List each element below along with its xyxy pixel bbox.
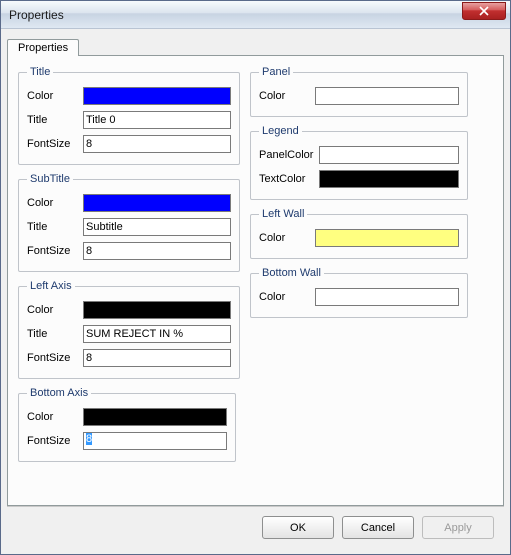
leftaxis-color-label: Color [27, 304, 83, 316]
group-bottomwall-legend: Bottom Wall [259, 267, 324, 279]
subtitle-title-label: Title [27, 221, 83, 233]
group-bottomaxis-legend: Bottom Axis [27, 387, 91, 399]
group-leftwall: Left Wall Color [250, 208, 468, 259]
group-bottomwall: Bottom Wall Color [250, 267, 468, 318]
leftaxis-title-input[interactable] [83, 325, 231, 343]
ok-button[interactable]: OK [262, 516, 334, 539]
subtitle-color-swatch[interactable] [83, 194, 231, 212]
title-title-label: Title [27, 114, 83, 126]
group-panel-legend: Panel [259, 66, 293, 78]
group-leftaxis-legend: Left Axis [27, 280, 75, 292]
subtitle-fontsize-label: FontSize [27, 245, 83, 257]
bottomwall-color-label: Color [259, 291, 315, 303]
dialog-footer: OK Cancel Apply [7, 506, 504, 548]
group-panel: Panel Color [250, 66, 468, 117]
tab-properties[interactable]: Properties [7, 39, 79, 56]
subtitle-color-label: Color [27, 197, 83, 209]
apply-button[interactable]: Apply [422, 516, 494, 539]
legend-textcolor-swatch[interactable] [319, 170, 459, 188]
leftaxis-fontsize-input[interactable] [83, 349, 231, 367]
panel-color-label: Color [259, 90, 315, 102]
titlebar[interactable]: Properties [1, 1, 510, 29]
leftwall-color-swatch[interactable] [315, 229, 459, 247]
title-color-label: Color [27, 90, 83, 102]
tabstrip: Properties [7, 35, 504, 55]
group-legend: Legend PanelColor TextColor [250, 125, 468, 200]
bottomaxis-color-swatch[interactable] [83, 408, 227, 426]
group-title: Title Color Title FontSize [18, 66, 240, 165]
right-column: Panel Color Legend PanelColor TextColor [250, 66, 468, 495]
group-leftaxis: Left Axis Color Title FontSize [18, 280, 240, 379]
legend-panelcolor-swatch[interactable] [319, 146, 459, 164]
close-icon [479, 6, 489, 16]
bottomwall-color-swatch[interactable] [315, 288, 459, 306]
panel-color-swatch[interactable] [315, 87, 459, 105]
leftaxis-color-swatch[interactable] [83, 301, 231, 319]
title-fontsize-input[interactable] [83, 135, 231, 153]
cancel-button[interactable]: Cancel [342, 516, 414, 539]
bottomaxis-fontsize-label: FontSize [27, 435, 83, 447]
subtitle-title-input[interactable] [83, 218, 231, 236]
properties-dialog: Properties Properties Title Color Title [0, 0, 511, 555]
bottomaxis-color-label: Color [27, 411, 83, 423]
client-area: Properties Title Color Title FontSize [1, 29, 510, 554]
group-leftwall-legend: Left Wall [259, 208, 307, 220]
legend-textcolor-label: TextColor [259, 173, 319, 185]
leftaxis-fontsize-label: FontSize [27, 352, 83, 364]
legend-panelcolor-label: PanelColor [259, 149, 319, 161]
group-bottomaxis: Bottom Axis Color FontSize 8 [18, 387, 236, 462]
window-title: Properties [9, 8, 462, 22]
group-title-legend: Title [27, 66, 53, 78]
title-title-input[interactable] [83, 111, 231, 129]
subtitle-fontsize-input[interactable] [83, 242, 231, 260]
title-fontsize-label: FontSize [27, 138, 83, 150]
bottomaxis-fontsize-input[interactable]: 8 [83, 432, 227, 450]
group-subtitle-legend: SubTitle [27, 173, 73, 185]
group-legend-legend: Legend [259, 125, 302, 137]
leftaxis-title-label: Title [27, 328, 83, 340]
tab-page: Title Color Title FontSize Sub [7, 55, 504, 506]
close-button[interactable] [462, 2, 506, 20]
group-subtitle: SubTitle Color Title FontSize [18, 173, 240, 272]
left-column: Title Color Title FontSize Sub [18, 66, 236, 495]
leftwall-color-label: Color [259, 232, 315, 244]
title-color-swatch[interactable] [83, 87, 231, 105]
